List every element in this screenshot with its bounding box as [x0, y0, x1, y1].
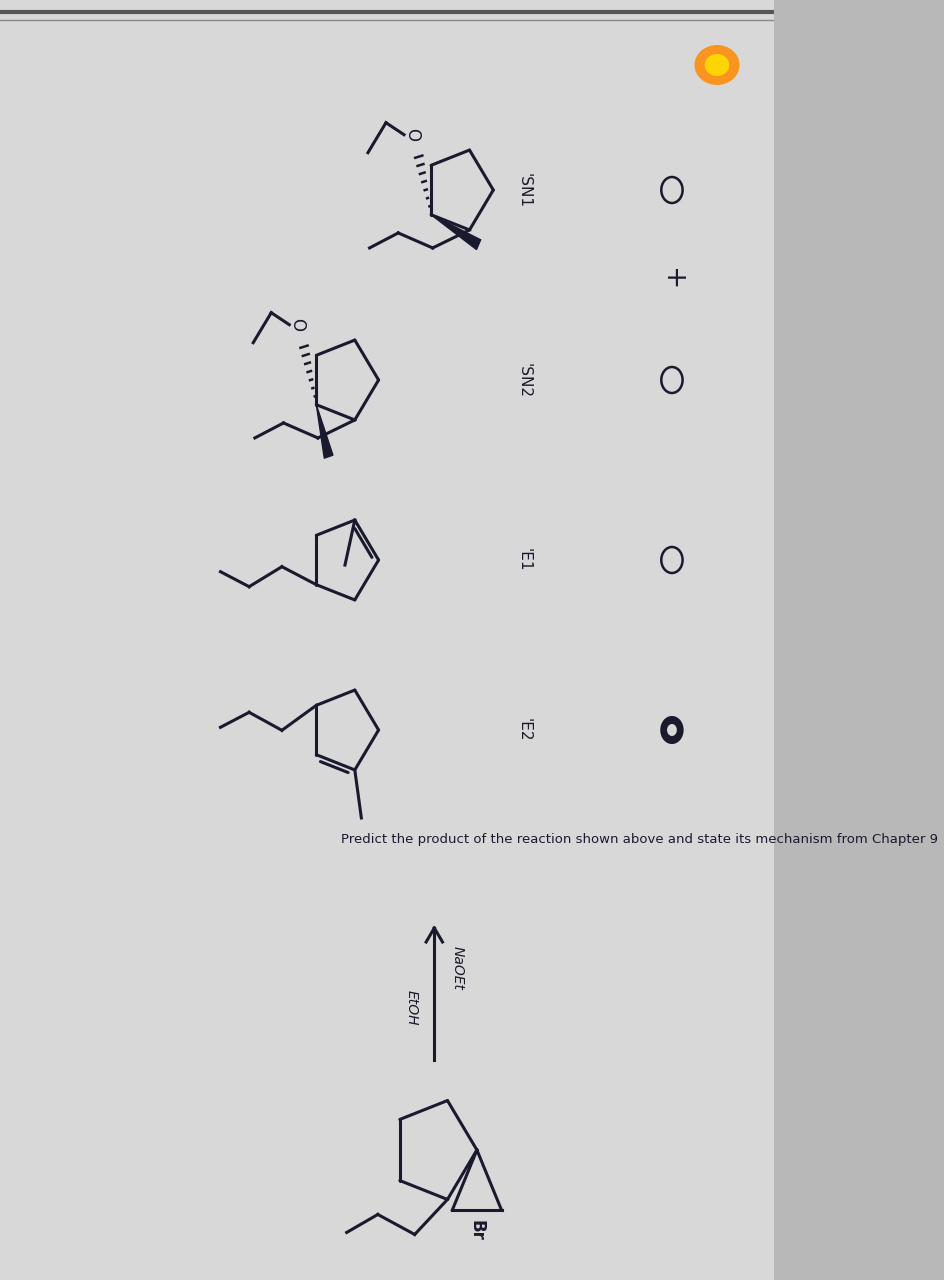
Circle shape — [666, 724, 676, 736]
Text: 'E2: 'E2 — [516, 718, 531, 741]
Text: O: O — [288, 319, 306, 332]
Text: Predict the product of the reaction shown above and state its mechanism from Cha: Predict the product of the reaction show… — [340, 833, 936, 846]
Text: Br: Br — [467, 1220, 485, 1240]
Ellipse shape — [694, 45, 739, 84]
Circle shape — [661, 717, 682, 742]
Text: O: O — [403, 128, 421, 141]
Text: EtOH: EtOH — [404, 989, 418, 1025]
Polygon shape — [430, 215, 480, 250]
Text: NaOEt: NaOEt — [449, 946, 464, 989]
Text: 'SN1: 'SN1 — [516, 173, 531, 207]
Ellipse shape — [704, 54, 729, 76]
Polygon shape — [316, 404, 332, 458]
Text: +: + — [657, 269, 685, 292]
Text: 'E1: 'E1 — [516, 548, 531, 572]
FancyBboxPatch shape — [0, 0, 773, 1280]
Text: 'SN2: 'SN2 — [516, 362, 531, 398]
